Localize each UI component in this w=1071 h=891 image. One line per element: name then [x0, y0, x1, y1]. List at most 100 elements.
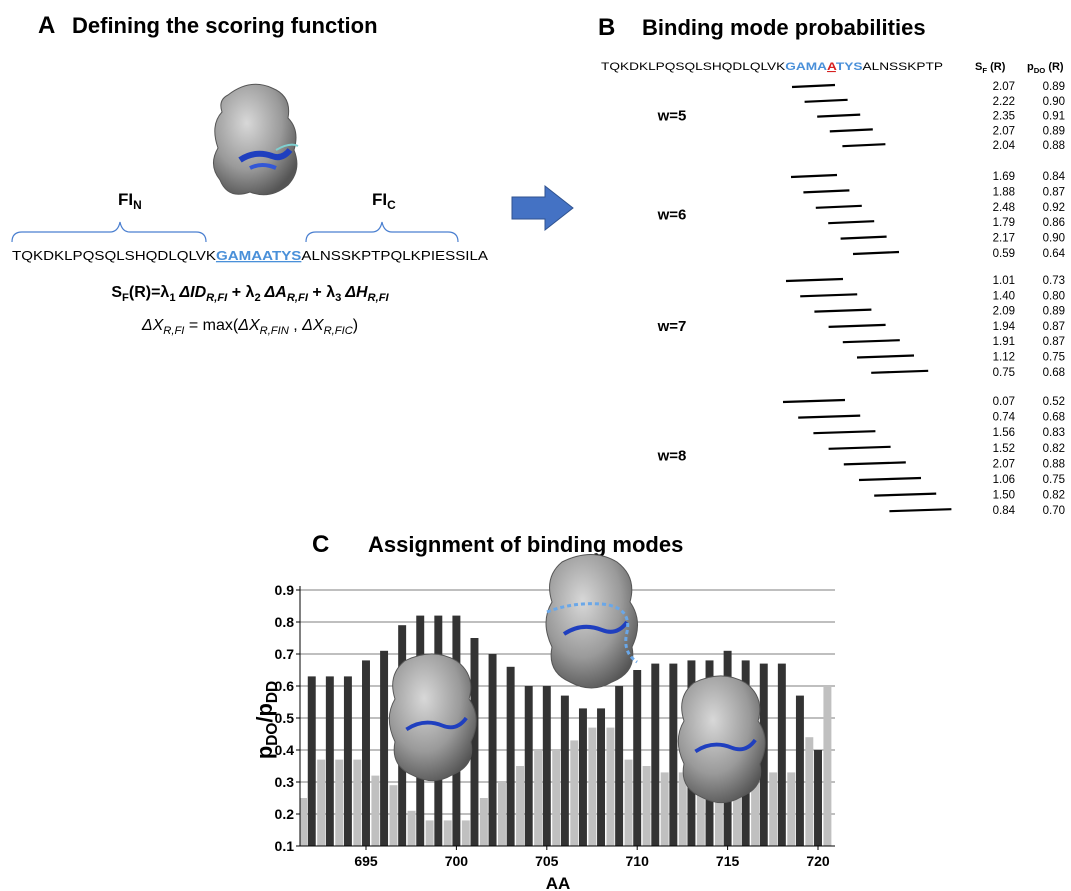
score-value: 1.40: [993, 290, 1015, 302]
window-label: w=6: [657, 207, 687, 224]
y-tick-label: 0.8: [275, 614, 295, 630]
probability-value: 0.84: [1043, 171, 1066, 183]
bar: [326, 676, 334, 846]
window-segment: [828, 221, 874, 223]
window-segment: [859, 478, 921, 480]
bar: [814, 750, 822, 846]
x-tick-label: 715: [716, 853, 740, 869]
sequence-fragment: GAMAATYS: [216, 248, 302, 263]
bar: [480, 798, 488, 846]
probability-value: 0.75: [1043, 352, 1065, 364]
probability-value: 0.87: [1043, 336, 1065, 348]
bar: [408, 811, 416, 846]
header-subscript: DO: [1034, 66, 1046, 75]
bar: [507, 667, 515, 846]
formula-part: (R)=λ: [129, 284, 170, 301]
bar: [579, 708, 587, 846]
y-tick-label: 0.1: [275, 838, 295, 854]
probability-value: 0.68: [1043, 367, 1065, 379]
protein-surface: [546, 555, 638, 689]
score-value: 2.09: [993, 306, 1015, 318]
protein-structure: [389, 654, 476, 781]
window-segment: [829, 447, 891, 449]
probability-value: 0.92: [1043, 202, 1065, 214]
window-segment: [874, 494, 936, 496]
window-segment: [829, 325, 886, 327]
probability-value: 0.88: [1043, 458, 1065, 470]
score-value: 2.04: [993, 140, 1016, 152]
window-segment: [816, 206, 862, 208]
formula-part: + λ: [227, 284, 254, 301]
sequence-part: TQKDKLPQSQLSHQDLQLVK: [601, 61, 786, 73]
y-tick-label: 0.7: [275, 646, 295, 662]
formula: ΔXR,FI = max(ΔXR,FIN , ΔXR,FIC): [141, 317, 358, 337]
protein-surface: [678, 676, 765, 803]
window-segment: [792, 85, 835, 87]
score-value: 1.88: [993, 186, 1015, 198]
y-tick-label: 0.6: [275, 678, 295, 694]
score-value: 2.17: [993, 233, 1015, 245]
bar: [308, 676, 316, 846]
score-value: 2.07: [993, 81, 1015, 93]
window-segment: [842, 144, 885, 146]
window-segment: [841, 237, 887, 239]
bar: [796, 696, 804, 846]
probability-value: 0.89: [1043, 125, 1065, 137]
bar: [489, 654, 497, 846]
formula-part: ΔA: [261, 284, 287, 301]
panel-letter: C: [312, 531, 329, 558]
panel-b: B Binding mode probabilities TQKDKLPQSQL…: [598, 14, 1066, 517]
bar: [380, 651, 388, 846]
label-text: p: [252, 746, 277, 759]
score-value: 1.12: [993, 352, 1015, 364]
window-segment: [786, 279, 843, 281]
score-value: 0.07: [993, 396, 1015, 408]
column-header: SF (R): [975, 61, 1006, 75]
bar: [588, 728, 596, 846]
probability-value: 0.90: [1043, 96, 1065, 108]
window-label: w=8: [657, 448, 687, 465]
score-value: 1.91: [993, 336, 1015, 348]
bar: [498, 782, 506, 846]
x-axis-label: AA: [546, 874, 571, 891]
formula-part: ΔX: [141, 317, 165, 334]
figure: A Defining the scoring function FIN FIC …: [0, 0, 1071, 891]
header-text: S: [975, 61, 982, 73]
window-label: w=7: [657, 318, 687, 335]
window-segment: [791, 175, 837, 177]
window-segment: [814, 310, 871, 312]
probability-value: 0.52: [1043, 396, 1065, 408]
formula-part: + λ: [308, 284, 335, 301]
panel-letter: A: [38, 12, 55, 39]
bar: [525, 686, 533, 846]
window-segment: [844, 462, 906, 464]
probability-value: 0.91: [1043, 111, 1065, 123]
bar: [823, 686, 831, 846]
bar: [335, 760, 343, 846]
panel-c: C Assignment of binding modes AA pDO/pDD…: [252, 531, 835, 891]
arrow: [512, 186, 573, 230]
chart-title: Assignment of binding modes: [368, 532, 683, 557]
window-segment: [830, 129, 873, 131]
bar: [597, 708, 605, 846]
score-value: 2.07: [993, 458, 1015, 470]
y-tick-label: 0.9: [275, 582, 295, 598]
x-tick-label: 705: [535, 853, 559, 869]
bar: [615, 686, 623, 846]
bar: [787, 772, 795, 846]
probability-value: 0.70: [1043, 505, 1065, 517]
window-segment: [857, 356, 914, 358]
label-text: /p: [252, 703, 277, 723]
score-value: 2.48: [993, 202, 1015, 214]
probability-value: 0.64: [1043, 248, 1066, 260]
fragment-label: FIC: [372, 190, 396, 212]
bar: [344, 676, 352, 846]
formula-subscript: R,FI: [368, 292, 390, 304]
probability-value: 0.73: [1043, 275, 1065, 287]
formula-part: ΔID: [176, 284, 207, 301]
probability-value: 0.75: [1043, 474, 1065, 486]
bar: [778, 664, 786, 846]
y-tick-label: 0.2: [275, 806, 295, 822]
fragment-label: FIN: [118, 190, 142, 212]
formula-part: S: [111, 284, 122, 301]
